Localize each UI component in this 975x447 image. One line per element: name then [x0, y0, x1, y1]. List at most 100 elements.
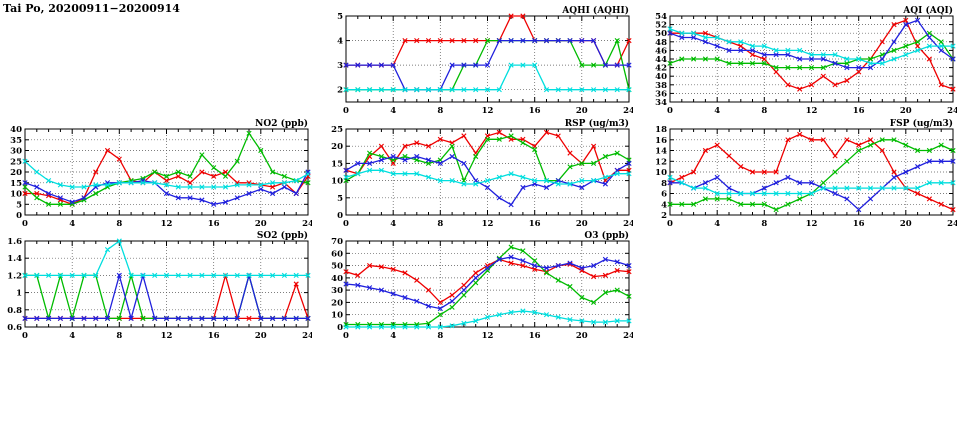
svg-text:15: 15	[331, 159, 343, 169]
svg-text:0: 0	[667, 219, 673, 229]
svg-text:1: 1	[16, 289, 22, 299]
svg-text:20: 20	[900, 106, 912, 116]
chart-title: FSP (ug/m3)	[890, 118, 953, 129]
svg-text:5: 5	[337, 194, 343, 204]
svg-text:0.8: 0.8	[7, 306, 22, 316]
chart-title: SO2 (ppb)	[257, 230, 308, 241]
svg-text:4: 4	[714, 219, 720, 229]
svg-text:24: 24	[623, 219, 633, 229]
svg-text:12: 12	[161, 219, 173, 229]
svg-text:25: 25	[331, 125, 343, 135]
svg-text:16: 16	[208, 331, 220, 341]
series-markers-cyan	[343, 62, 632, 93]
svg-text:12: 12	[482, 219, 494, 229]
chart-aqhi: AQHI (AQHI) 2 3 4 5 0 4 8 12 16 20 24	[320, 4, 635, 118]
series-line-cyan	[346, 64, 629, 91]
svg-text:0: 0	[343, 106, 349, 116]
series-markers-green	[343, 133, 632, 184]
series-line-green	[25, 272, 308, 321]
svg-text:8: 8	[437, 106, 443, 116]
svg-text:8: 8	[437, 219, 443, 229]
svg-text:2: 2	[661, 211, 667, 221]
svg-text:10: 10	[331, 311, 343, 321]
chart-title: RSP (ug/m3)	[565, 118, 629, 129]
svg-text:4: 4	[390, 219, 396, 229]
svg-text:42: 42	[655, 64, 667, 74]
svg-text:10: 10	[655, 168, 667, 178]
svg-text:4: 4	[390, 106, 396, 116]
series-markers-green	[343, 244, 632, 328]
svg-text:16: 16	[529, 331, 541, 341]
svg-text:40: 40	[655, 72, 667, 82]
svg-text:50: 50	[331, 262, 343, 272]
svg-text:3: 3	[337, 61, 343, 71]
series-markers-cyan	[343, 308, 632, 330]
svg-text:40: 40	[10, 125, 22, 135]
chart-so2: SO2 (ppb) 0.6 0.8 1 1.2 1.4 1.6 0 4 8 12 16 20 24	[0, 229, 314, 343]
chart-no2: NO2 (ppb) 0 5 10 15 20 25 30 35 40 0 4 8 12 16 20 24	[0, 117, 314, 231]
svg-text:50: 50	[655, 29, 667, 39]
svg-text:20: 20	[331, 298, 343, 308]
svg-text:12: 12	[161, 331, 173, 341]
svg-text:38: 38	[655, 81, 667, 91]
chart-title: AQI (AQI)	[902, 5, 953, 16]
series-markers-blue	[667, 17, 956, 71]
svg-text:20: 20	[900, 219, 912, 229]
svg-text:0: 0	[667, 106, 673, 116]
svg-text:40: 40	[331, 274, 343, 284]
series-markers-cyan	[667, 174, 956, 197]
svg-text:4: 4	[390, 331, 396, 341]
chart-title: NO2 (ppb)	[255, 118, 308, 129]
svg-text:8: 8	[116, 331, 122, 341]
svg-text:12: 12	[806, 106, 818, 116]
svg-text:4: 4	[714, 106, 720, 116]
svg-text:10: 10	[10, 190, 22, 200]
svg-text:10: 10	[331, 177, 343, 187]
series-markers-green	[667, 137, 956, 213]
svg-text:18: 18	[655, 125, 667, 135]
page-title: Tai Po, 20200911−20200914	[3, 2, 180, 15]
svg-text:24: 24	[947, 219, 957, 229]
svg-text:1.4: 1.4	[7, 254, 22, 264]
chart-fsp: FSP (ug/m3) 2 4 6 8 10 12 14 16 18 0 4 8 12 16 20 24	[644, 117, 959, 231]
svg-text:8: 8	[761, 106, 767, 116]
chart-title: AQHI (AQHI)	[561, 5, 629, 16]
svg-text:20: 20	[10, 168, 22, 178]
svg-text:0.6: 0.6	[7, 323, 22, 333]
svg-text:8: 8	[761, 219, 767, 229]
svg-text:24: 24	[947, 106, 957, 116]
svg-text:4: 4	[69, 219, 75, 229]
svg-text:36: 36	[655, 89, 667, 99]
svg-text:24: 24	[302, 219, 312, 229]
svg-text:16: 16	[655, 136, 667, 146]
chart-o3: O3 (ppb) 0 10 20 30 40 50 60 70 0 4 8 12 16 20 24	[320, 229, 635, 343]
svg-text:20: 20	[576, 331, 588, 341]
svg-text:1.2: 1.2	[7, 271, 22, 281]
svg-text:16: 16	[853, 106, 865, 116]
chart-canvas: AQHI (AQHI) 2 3 4 5 0 4 8 12 16 20 24	[337, 5, 635, 116]
series-markers-blue	[343, 254, 632, 312]
svg-text:4: 4	[661, 200, 667, 210]
svg-text:12: 12	[482, 106, 494, 116]
svg-text:12: 12	[655, 157, 667, 167]
series-line-blue	[345, 256, 630, 310]
chart-rsp: RSP (ug/m3) 0 5 10 15 20 25 0 4 8 12 16 20 24	[320, 117, 635, 231]
svg-text:4: 4	[69, 331, 75, 341]
svg-text:0: 0	[16, 211, 22, 221]
svg-text:34: 34	[655, 98, 667, 108]
svg-text:14: 14	[655, 147, 667, 157]
svg-text:16: 16	[208, 219, 220, 229]
svg-text:15: 15	[10, 179, 22, 189]
svg-text:0: 0	[337, 323, 343, 333]
svg-text:44: 44	[655, 55, 667, 65]
svg-text:5: 5	[337, 12, 343, 22]
chart-canvas: RSP (ug/m3) 0 5 10 15 20 25 0 4 8 12 16 20 24	[331, 118, 635, 229]
svg-text:60: 60	[331, 249, 343, 259]
series-line-green	[346, 246, 630, 326]
svg-text:24: 24	[302, 331, 312, 341]
svg-text:0: 0	[22, 219, 28, 229]
svg-text:4: 4	[337, 37, 343, 47]
